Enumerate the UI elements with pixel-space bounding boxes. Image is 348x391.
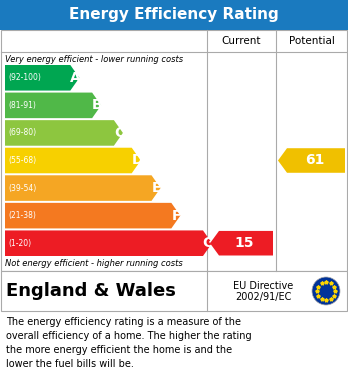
Text: (92-100): (92-100)	[8, 73, 41, 82]
Polygon shape	[5, 93, 101, 118]
Text: (69-80): (69-80)	[8, 128, 36, 137]
Circle shape	[312, 277, 340, 305]
Text: (21-38): (21-38)	[8, 211, 36, 220]
Text: 2002/91/EC: 2002/91/EC	[235, 292, 292, 302]
Polygon shape	[5, 203, 180, 228]
Text: F: F	[172, 209, 181, 222]
Text: The energy efficiency rating is a measure of the
overall efficiency of a home. T: The energy efficiency rating is a measur…	[6, 317, 252, 369]
Text: C: C	[114, 126, 125, 140]
Polygon shape	[5, 148, 141, 173]
Text: EU Directive: EU Directive	[234, 281, 294, 291]
Polygon shape	[5, 175, 160, 201]
Text: Current: Current	[222, 36, 261, 46]
Text: (81-91): (81-91)	[8, 101, 36, 110]
Text: A: A	[70, 71, 81, 85]
Text: (55-68): (55-68)	[8, 156, 36, 165]
Text: (1-20): (1-20)	[8, 239, 31, 248]
Text: 15: 15	[235, 236, 254, 250]
Text: Energy Efficiency Rating: Energy Efficiency Rating	[69, 7, 279, 23]
Text: Potential: Potential	[289, 36, 335, 46]
Text: Very energy efficient - lower running costs: Very energy efficient - lower running co…	[5, 55, 183, 64]
Text: B: B	[92, 99, 103, 112]
Polygon shape	[5, 230, 212, 256]
Text: 61: 61	[305, 154, 324, 167]
Text: D: D	[132, 154, 143, 167]
Bar	[1, 30, 347, 271]
Polygon shape	[278, 148, 345, 173]
Text: Not energy efficient - higher running costs: Not energy efficient - higher running co…	[5, 259, 183, 268]
Polygon shape	[5, 65, 79, 91]
Text: G: G	[203, 236, 214, 250]
Text: England & Wales: England & Wales	[6, 282, 176, 300]
Text: (39-54): (39-54)	[8, 183, 36, 193]
Text: E: E	[152, 181, 162, 195]
Bar	[0, 0, 348, 30]
Bar	[1, 271, 347, 311]
Polygon shape	[210, 231, 273, 255]
Polygon shape	[5, 120, 123, 146]
